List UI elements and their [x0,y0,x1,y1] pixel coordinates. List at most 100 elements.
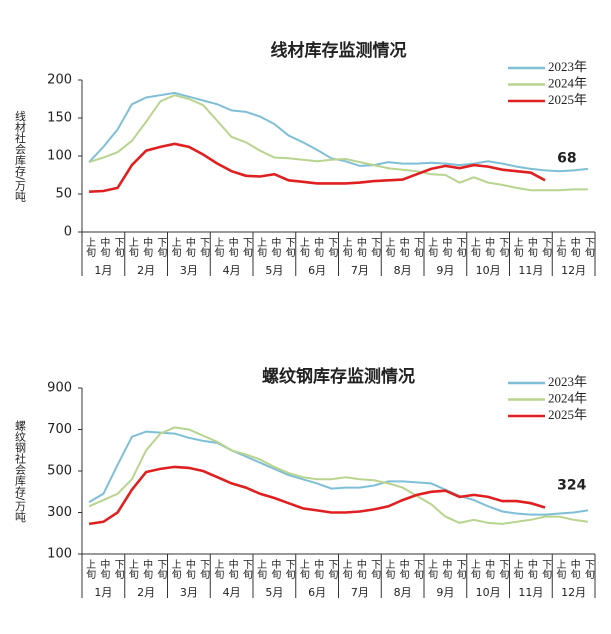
x-tick-label: 上旬 [383,559,395,580]
x-tick-label: 上旬 [297,237,309,258]
x-tick-label: 上旬 [383,237,395,258]
x-group-label: 2月 [137,586,155,599]
chart-title: 螺纹钢库存监测情况 [262,366,415,386]
legend-label: 2024年 [548,390,587,405]
x-tick-label: 中旬 [525,236,537,258]
x-tick-label: 上旬 [255,559,267,580]
x-tick-label: 上旬 [212,559,224,580]
x-tick-label: 上旬 [426,559,438,580]
x-group-label: 8月 [394,586,412,599]
legend-label: 2023年 [548,374,587,389]
x-tick-label: 中旬 [354,236,366,258]
x-group-label: 10月 [476,586,501,599]
x-group-label: 4月 [223,264,241,277]
annotation: 324 [557,478,586,494]
x-group-label: 6月 [308,264,326,277]
y-tick-label: 0 [64,225,72,240]
x-tick-label: 上旬 [511,559,523,580]
y-axis-label: 螺纹钢社会库存/万吨 [14,419,27,522]
x-tick-label: 下旬 [155,237,167,258]
x-tick-label: 中旬 [312,236,324,258]
x-group-label: 2月 [137,264,155,277]
x-tick-label: 中旬 [269,558,281,580]
x-tick-label: 下旬 [112,559,124,580]
x-tick-label: 上旬 [255,237,267,258]
x-tick-label: 下旬 [454,237,466,258]
x-group-label: 3月 [180,264,198,277]
x-tick-label: 上旬 [511,237,523,258]
x-tick-label: 中旬 [568,558,580,580]
series-line [88,426,589,525]
x-tick-label: 上旬 [84,237,96,258]
x-tick-label: 中旬 [98,558,110,580]
x-tick-label: 中旬 [397,236,409,258]
x-tick-label: 中旬 [568,236,580,258]
x-tick-label: 上旬 [340,237,352,258]
x-group-label: 4月 [223,586,241,599]
x-group-label: 5月 [265,264,283,277]
x-tick-label: 上旬 [169,559,181,580]
series-line [88,465,546,526]
legend-label: 2023年 [548,59,587,74]
x-group-label: 7月 [351,264,369,277]
y-axis-label: 线材社会库存/万吨 [14,109,27,202]
y-tick-label: 700 [47,422,72,437]
x-tick-label: 下旬 [369,237,381,258]
x-group-label: 5月 [265,586,283,599]
y-tick-label: 50 [55,187,72,202]
x-tick-label: 上旬 [468,559,480,580]
legend-label: 2025年 [548,92,587,107]
x-tick-label: 上旬 [126,237,138,258]
x-tick-label: 下旬 [283,559,295,580]
x-tick-label: 中旬 [483,558,495,580]
x-tick-label: 中旬 [226,558,238,580]
x-tick-label: 上旬 [340,559,352,580]
x-tick-label: 下旬 [454,559,466,580]
x-group-label: 11月 [518,586,543,599]
x-tick-label: 下旬 [582,559,594,580]
x-tick-label: 中旬 [269,236,281,258]
x-tick-label: 上旬 [84,559,96,580]
x-tick-label: 上旬 [126,559,138,580]
x-tick-label: 上旬 [554,237,566,258]
x-tick-label: 下旬 [411,237,423,258]
x-tick-label: 下旬 [198,237,210,258]
y-tick-label: 150 [47,111,72,126]
x-tick-label: 下旬 [326,237,338,258]
x-group-label: 1月 [94,264,112,277]
series-line [89,142,546,193]
x-tick-label: 中旬 [354,558,366,580]
series-line [88,430,589,516]
x-tick-label: 上旬 [468,237,480,258]
x-tick-label: 上旬 [169,237,181,258]
x-group-label: 1月 [94,586,112,599]
x-tick-label: 中旬 [397,558,409,580]
x-tick-label: 下旬 [411,559,423,580]
x-tick-label: 下旬 [155,559,167,580]
x-tick-label: 中旬 [440,558,452,580]
x-tick-label: 中旬 [141,236,153,258]
x-tick-label: 上旬 [554,559,566,580]
x-tick-label: 上旬 [426,237,438,258]
series-line [88,94,588,192]
x-tick-label: 中旬 [312,558,324,580]
x-tick-label: 中旬 [440,236,452,258]
x-group-label: 10月 [476,264,501,277]
x-tick-label: 下旬 [497,237,509,258]
x-tick-label: 下旬 [240,237,252,258]
x-tick-label: 下旬 [540,559,552,580]
x-tick-label: 中旬 [483,236,495,258]
x-tick-label: 下旬 [326,559,338,580]
y-tick-label: 300 [47,505,72,520]
x-tick-label: 下旬 [283,237,295,258]
x-tick-label: 下旬 [540,237,552,258]
y-tick-label: 100 [47,149,72,164]
legend-label: 2024年 [548,75,587,90]
x-tick-label: 上旬 [297,559,309,580]
y-tick-label: 500 [47,464,72,479]
chart-title: 线材库存监测情况 [271,40,407,60]
x-group-label: 9月 [436,264,454,277]
x-group-label: 6月 [308,586,326,599]
x-group-label: 3月 [180,586,198,599]
